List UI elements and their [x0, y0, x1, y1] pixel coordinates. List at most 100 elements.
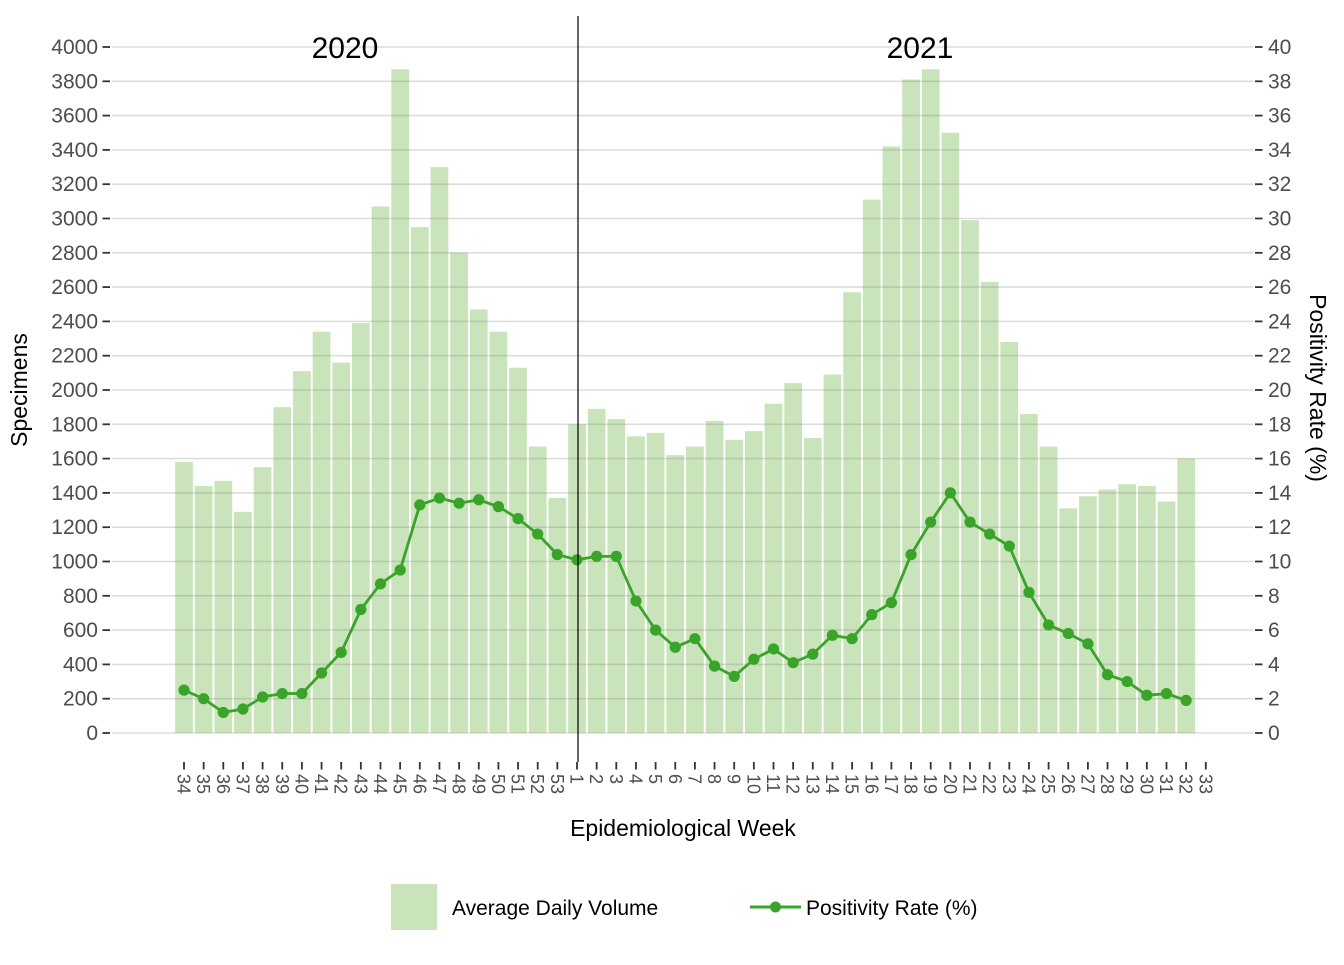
x-tick-label: 51 [508, 774, 528, 794]
line-point [276, 687, 288, 700]
bar [902, 79, 920, 734]
bar [1118, 484, 1137, 733]
x-tick-label: 21 [960, 774, 980, 794]
x-tick-label: 29 [1117, 774, 1137, 794]
x-tick-label: 49 [468, 774, 488, 794]
line-series-layer [178, 487, 1192, 719]
left-tick-label: 0 [86, 722, 98, 745]
line-point [905, 549, 917, 561]
right-tick-label: 4 [1268, 653, 1280, 676]
bar [961, 220, 979, 734]
left-tick-label: 3000 [51, 208, 98, 231]
line-point [571, 554, 583, 566]
legend: Average Daily Volume Positivity Rate (%) [391, 884, 978, 930]
right-tick-label: 18 [1268, 413, 1291, 436]
bar [882, 146, 901, 734]
bar [627, 436, 645, 733]
line-point [512, 513, 524, 525]
right-tick-label: 2 [1268, 688, 1280, 711]
right-tick-label: 32 [1268, 173, 1291, 196]
line-point [925, 516, 937, 528]
left-tick-label: 2400 [51, 310, 98, 333]
bar [607, 419, 626, 733]
left-tick-label: 600 [63, 619, 98, 642]
x-tick-label: 52 [527, 774, 547, 794]
x-tick-label: 36 [213, 774, 233, 794]
line-point [866, 609, 878, 621]
right-tick-label: 6 [1268, 619, 1280, 642]
bar [1059, 508, 1078, 733]
bar [489, 331, 508, 733]
positivity-line [183, 490, 1187, 714]
x-tick-label: 37 [232, 774, 252, 794]
line-point [551, 549, 563, 561]
left-tick-label: 1000 [51, 551, 98, 574]
x-tick-label: 19 [920, 774, 940, 794]
bar [803, 438, 822, 733]
bar [666, 455, 685, 733]
x-tick-label: 16 [861, 774, 881, 794]
x-tick-label: 20 [940, 774, 960, 794]
x-tick-label: 34 [174, 774, 194, 794]
line-point [296, 687, 308, 700]
line-point [1003, 540, 1015, 552]
left-tick-label: 2600 [51, 276, 98, 299]
x-tick-label: 11 [763, 774, 783, 793]
bar [1098, 489, 1117, 733]
left-tick-label: 4000 [51, 36, 98, 59]
right-tick-label: 22 [1268, 345, 1291, 368]
left-tick-label: 3600 [51, 105, 98, 128]
line-point [1121, 675, 1133, 688]
legend-bar-swatch [391, 884, 437, 930]
axes-layer: 0200400600800100012001400160018002000220… [51, 36, 1291, 794]
line-point [787, 657, 799, 669]
line-point [335, 646, 347, 658]
bar [293, 371, 311, 733]
right-tick-label: 34 [1268, 139, 1292, 162]
bar [548, 498, 567, 733]
line-point [944, 487, 956, 499]
x-tick-label: 28 [1097, 774, 1117, 794]
line-point [767, 643, 780, 655]
x-tick-label: 8 [704, 774, 724, 784]
x-tick-label: 33 [1195, 774, 1215, 794]
x-tick-label: 42 [331, 774, 351, 794]
x-tick-label: 53 [547, 774, 567, 794]
x-tick-label: 50 [488, 774, 508, 794]
x-tick-label: 4 [626, 774, 646, 784]
right-tick-label: 30 [1268, 208, 1291, 231]
bar [391, 69, 409, 734]
bar [980, 281, 999, 733]
bar [371, 206, 390, 733]
left-tick-label: 3400 [51, 139, 98, 162]
bar [764, 403, 783, 733]
right-axis-title: Positivity Rate (%) [1305, 294, 1331, 482]
x-tick-label: 35 [193, 774, 213, 794]
x-tick-label: 38 [252, 774, 272, 794]
bar [725, 439, 744, 733]
line-point [315, 667, 328, 679]
legend-line-dot [770, 901, 781, 913]
right-tick-label: 12 [1268, 516, 1291, 539]
bar [1000, 341, 1019, 733]
bar [175, 462, 193, 733]
bar [568, 424, 586, 733]
bar [234, 511, 252, 733]
right-tick-label: 20 [1268, 379, 1291, 402]
line-point [650, 624, 662, 636]
line-point [237, 703, 249, 715]
bars-layer [175, 69, 1195, 734]
right-tick-label: 10 [1268, 551, 1291, 574]
bar [1039, 446, 1058, 733]
x-tick-label: 24 [1018, 774, 1038, 794]
line-point [492, 501, 504, 513]
left-tick-label: 400 [63, 653, 98, 676]
x-tick-label: 18 [901, 774, 921, 794]
bar [941, 132, 960, 733]
x-axis-title: Epidemiological Week [570, 815, 796, 841]
line-point [984, 528, 996, 540]
line-point [807, 648, 819, 660]
x-tick-label: 31 [1156, 774, 1176, 794]
x-tick-label: 40 [291, 774, 311, 794]
line-point [1043, 619, 1055, 631]
